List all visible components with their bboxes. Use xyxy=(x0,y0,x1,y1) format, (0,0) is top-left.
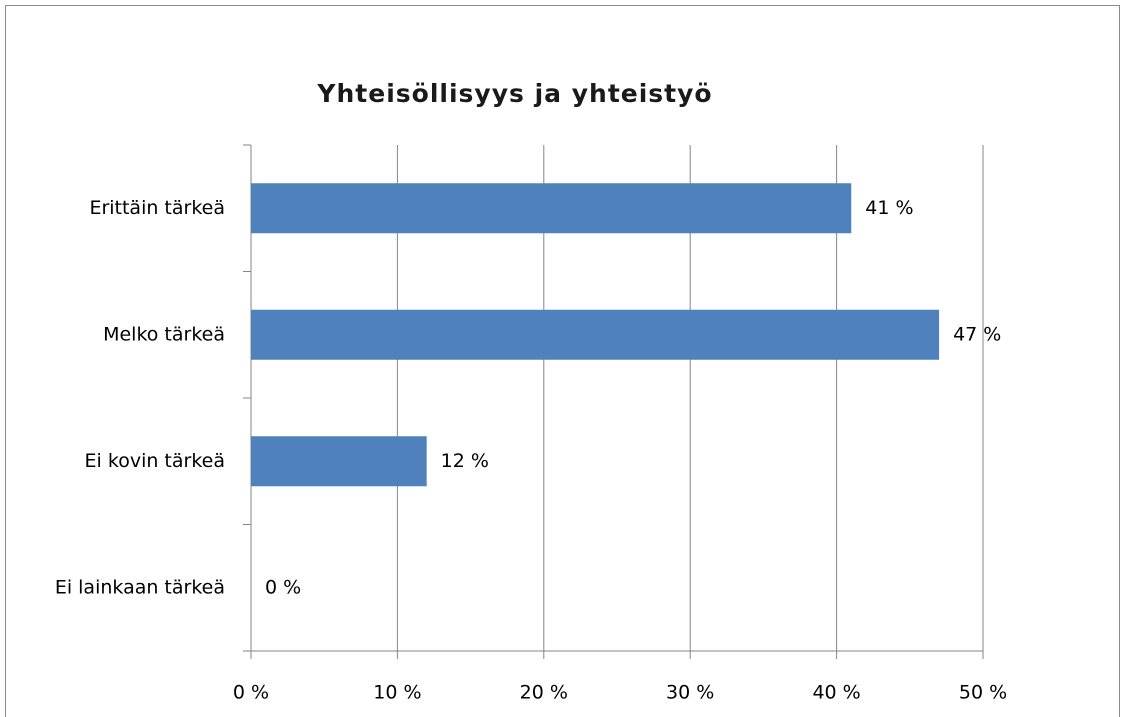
x-tick-label: 50 % xyxy=(959,682,1007,704)
data-label: 47 % xyxy=(953,323,1001,345)
x-tick-label: 40 % xyxy=(812,682,860,704)
chart-title: Yhteisöllisyys ja yhteistyö xyxy=(316,79,712,108)
x-tick-label: 20 % xyxy=(520,682,568,704)
y-tick-label: Ei lainkaan tärkeä xyxy=(55,576,225,598)
bar xyxy=(251,436,427,487)
y-tick-label: Melko tärkeä xyxy=(103,323,225,345)
chart-frame xyxy=(5,5,1120,717)
x-tick-label: 0 % xyxy=(233,682,269,704)
bar xyxy=(251,183,852,234)
data-label: 0 % xyxy=(265,576,301,598)
data-label: 41 % xyxy=(865,197,913,219)
bar xyxy=(251,309,940,360)
y-tick-label: Erittäin tärkeä xyxy=(89,197,225,219)
x-tick-label: 30 % xyxy=(666,682,714,704)
data-label: 12 % xyxy=(441,450,489,472)
y-tick-label: Ei kovin tärkeä xyxy=(85,450,225,472)
x-tick-label: 10 % xyxy=(373,682,421,704)
